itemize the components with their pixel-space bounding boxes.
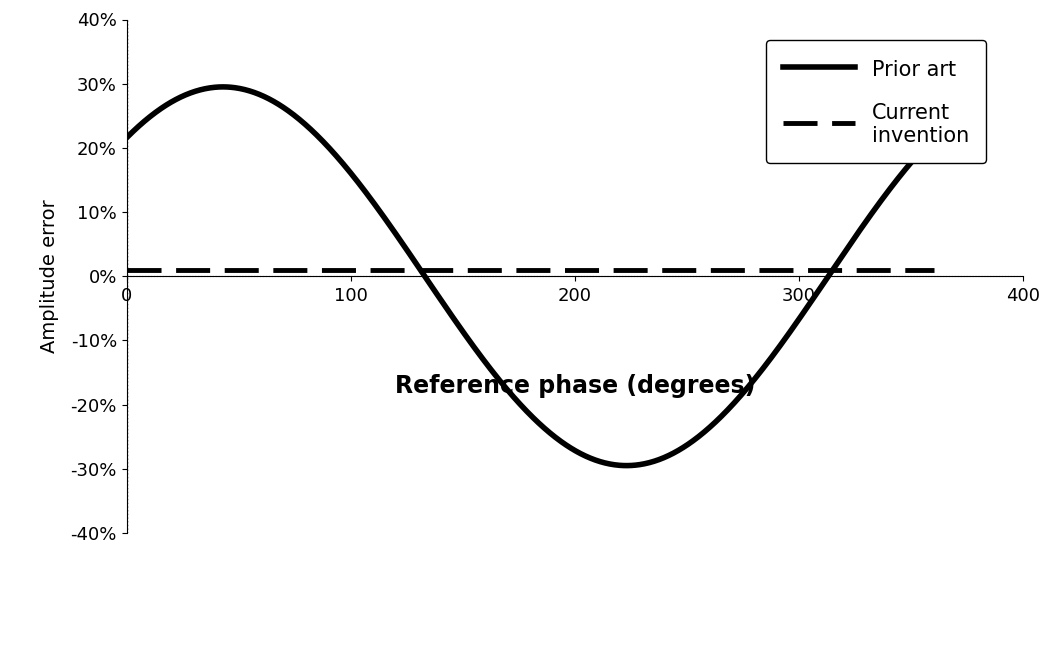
Prior art bbox=[620, 462, 633, 469]
Prior art bbox=[927, 134, 940, 142]
Current
invention bbox=[446, 266, 459, 274]
Current
invention bbox=[120, 266, 133, 274]
Prior art bbox=[766, 352, 779, 360]
Prior art bbox=[203, 84, 215, 92]
X-axis label: Reference phase (degrees): Reference phase (degrees) bbox=[395, 374, 755, 398]
Current
invention bbox=[927, 266, 940, 274]
Current
invention bbox=[203, 266, 215, 274]
Current
invention bbox=[764, 266, 776, 274]
Current
invention bbox=[476, 266, 488, 274]
Prior art bbox=[216, 83, 229, 91]
Current
invention bbox=[750, 266, 763, 274]
Prior art bbox=[120, 134, 133, 142]
Prior art bbox=[751, 371, 764, 379]
Y-axis label: Amplitude error: Amplitude error bbox=[40, 200, 59, 353]
Line: Prior art: Prior art bbox=[127, 87, 934, 465]
Prior art bbox=[447, 315, 460, 322]
Legend: Prior art, Current
invention: Prior art, Current invention bbox=[766, 40, 986, 163]
Prior art bbox=[477, 355, 490, 363]
Prior art bbox=[676, 444, 689, 452]
Current
invention bbox=[674, 266, 687, 274]
